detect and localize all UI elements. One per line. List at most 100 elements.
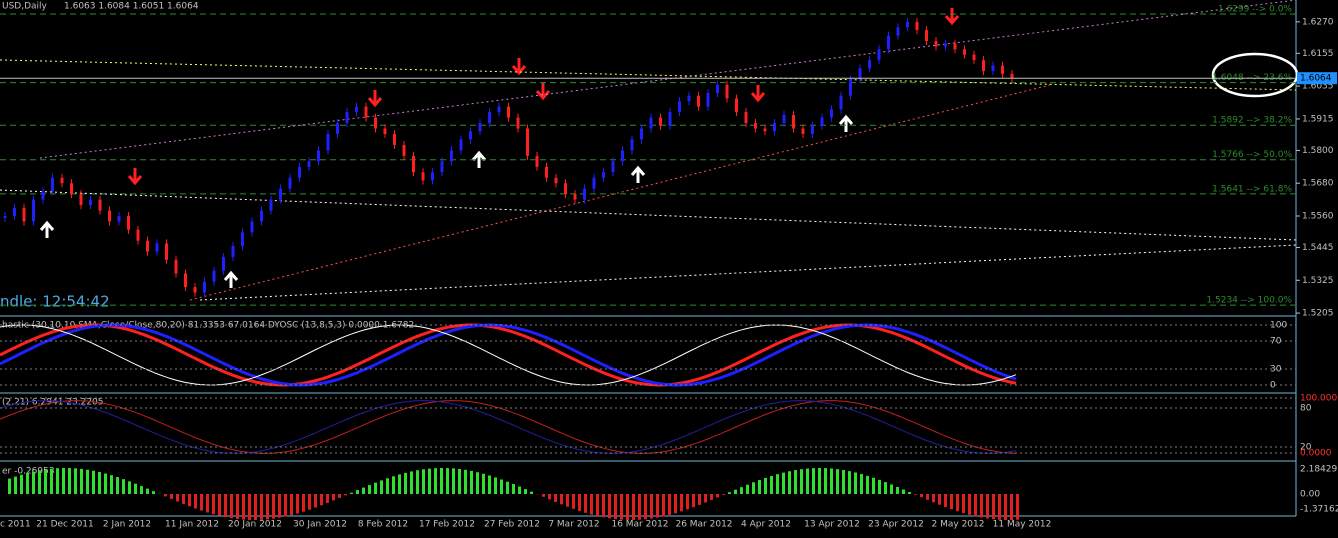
- header-ohlc: 1.6063 1.6084 1.6051 1.6064: [64, 2, 199, 12]
- fib-label: 1.5641 --> 61.8%: [1212, 184, 1292, 194]
- histogram-bar: [644, 494, 647, 520]
- histogram-bar: [116, 477, 119, 494]
- histogram-bar: [416, 470, 419, 494]
- down-arrow: [944, 8, 960, 26]
- histogram-bar: [326, 494, 329, 503]
- candle: [896, 27, 900, 36]
- histogram-bar: [902, 489, 905, 494]
- histogram-bar: [1004, 494, 1007, 520]
- candle: [288, 177, 292, 189]
- candle: [136, 229, 140, 241]
- histogram-bar: [422, 469, 425, 494]
- y-tick-label: 1.5560: [1302, 212, 1334, 222]
- candle: [668, 112, 672, 126]
- y-tick-label: 1.6035: [1302, 82, 1334, 92]
- histogram-bar: [956, 494, 959, 512]
- indicator-line: [0, 400, 1017, 454]
- histogram-bar: [194, 494, 197, 509]
- candle: [260, 210, 263, 222]
- candle: [820, 117, 824, 126]
- candle: [982, 60, 985, 72]
- histogram-bar: [362, 487, 365, 494]
- histogram-bar: [728, 492, 731, 494]
- histogram-bar: [224, 494, 227, 518]
- histogram-bar: [908, 492, 911, 494]
- y-tick-label: 1.5800: [1302, 146, 1334, 156]
- candle: [13, 207, 16, 217]
- candle: [906, 21, 909, 28]
- candle: [89, 199, 92, 206]
- y-tick-label: 100.0000: [1300, 394, 1338, 404]
- x-tick-label: 30 Jan 2012: [293, 520, 347, 530]
- histogram-bar: [620, 494, 623, 520]
- candle: [602, 172, 605, 178]
- y-tick-label: 0: [1270, 381, 1276, 391]
- trend-line: [0, 189, 1297, 241]
- histogram-bar: [8, 478, 11, 494]
- histogram-bar: [944, 494, 947, 508]
- histogram-bar: [932, 494, 935, 503]
- histogram-bar: [356, 490, 359, 494]
- candle: [32, 199, 35, 222]
- histogram-bar: [86, 469, 89, 494]
- histogram-bar: [698, 494, 701, 505]
- header-symbol: USD,Daily: [2, 2, 48, 12]
- histogram-bar: [398, 474, 401, 494]
- histogram-bar: [662, 494, 665, 517]
- candle: [678, 101, 681, 113]
- histogram-bar: [488, 475, 491, 494]
- candle: [507, 106, 510, 118]
- candle: [393, 133, 396, 145]
- histogram-bar: [476, 472, 479, 494]
- candle: [298, 166, 301, 178]
- candle: [725, 84, 729, 99]
- histogram-bar: [188, 494, 191, 507]
- candle: [269, 199, 273, 211]
- histogram-bar: [986, 494, 989, 519]
- y-tick-label: 100: [1270, 321, 1287, 331]
- candle: [583, 188, 586, 200]
- x-tick-label: c 2011: [0, 520, 31, 530]
- histogram-bar: [278, 494, 281, 518]
- candle: [117, 216, 121, 222]
- fib-label: 1.5766 --> 50.0%: [1212, 150, 1292, 160]
- candle: [326, 133, 330, 151]
- histogram-bar: [638, 494, 641, 520]
- histogram-bar: [884, 482, 887, 494]
- histogram-bar: [314, 494, 317, 508]
- histogram-bar: [542, 494, 545, 497]
- histogram-bar: [524, 489, 527, 494]
- candle: [51, 177, 54, 192]
- candle: [336, 123, 339, 134]
- candle: [222, 257, 225, 271]
- histogram-bar: [260, 494, 263, 520]
- candle: [697, 95, 700, 107]
- histogram-bar: [182, 494, 185, 504]
- histogram-bar: [374, 482, 377, 494]
- candle: [317, 150, 320, 162]
- histogram-bar: [842, 470, 845, 494]
- histogram-bar: [506, 481, 509, 494]
- y-tick-label: 70: [1270, 337, 1282, 347]
- down-arrow: [367, 90, 383, 108]
- histogram-bar: [380, 480, 383, 494]
- histogram-bar: [1010, 494, 1013, 520]
- candle: [250, 221, 254, 233]
- x-tick-label: 2 Jan 2012: [103, 520, 151, 530]
- histogram-bar: [968, 494, 971, 515]
- up-arrow: [39, 220, 55, 238]
- candle: [450, 150, 453, 162]
- candle: [801, 128, 805, 134]
- candle: [231, 246, 235, 258]
- histogram-bar: [386, 478, 389, 494]
- candle: [355, 106, 358, 113]
- histogram-bar: [236, 494, 239, 519]
- histogram-bar: [92, 470, 95, 494]
- y-tick-label: 0.0000: [1300, 449, 1332, 459]
- candle: [127, 216, 130, 230]
- candle: [60, 177, 64, 184]
- histogram-bar: [254, 494, 257, 520]
- candle: [526, 128, 529, 156]
- histogram-bar: [164, 494, 167, 497]
